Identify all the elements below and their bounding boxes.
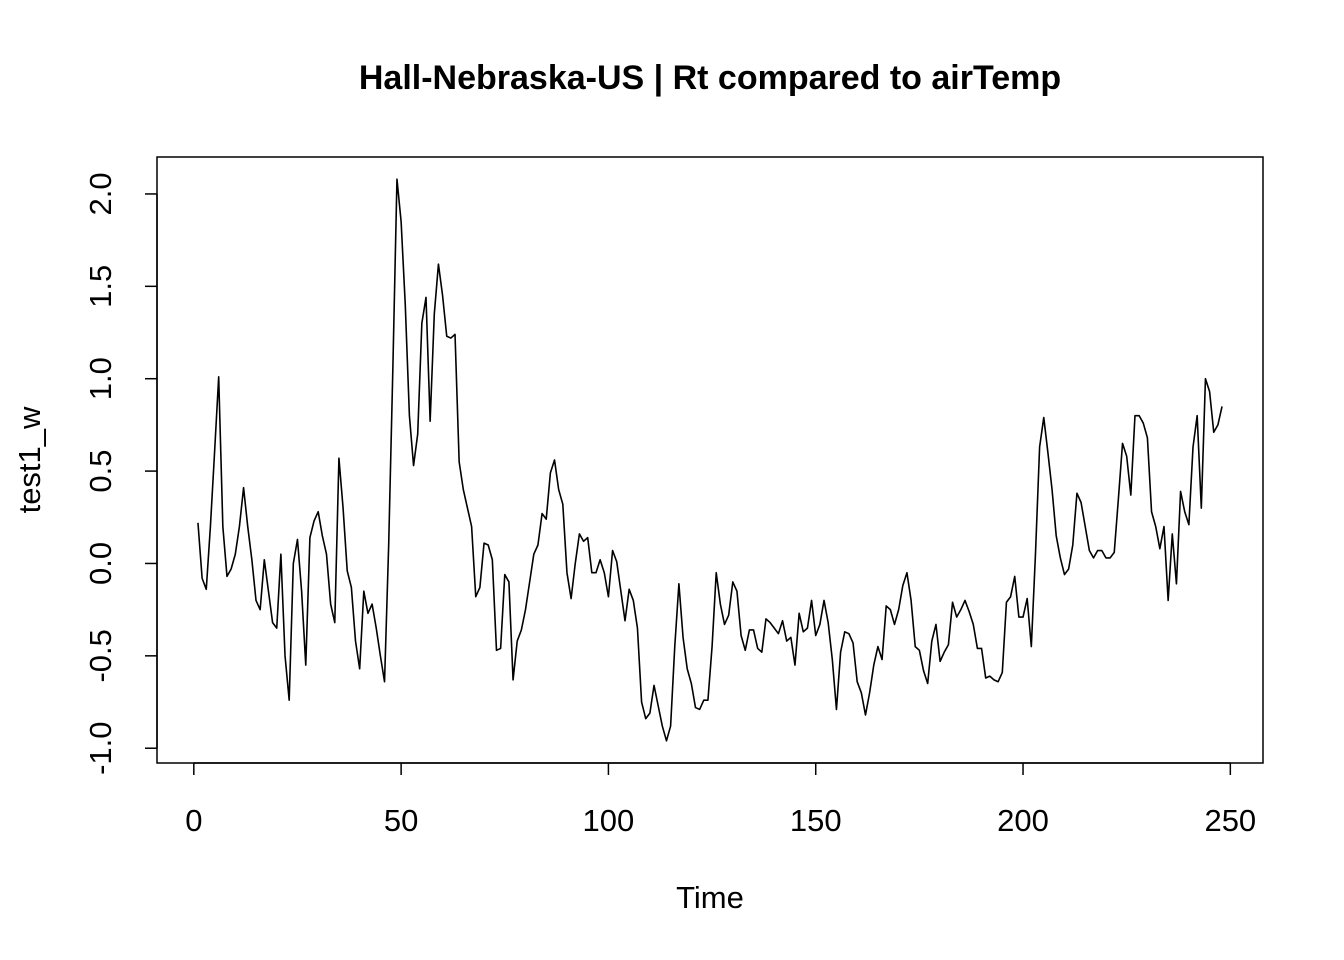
y-tick-label: 1.0 (83, 357, 118, 400)
y-tick-label: 1.5 (83, 265, 118, 308)
series-line (197, 178, 1223, 742)
chart-title: Hall-Nebraska-US | Rt compared to airTem… (359, 59, 1061, 97)
x-tick-label: 150 (790, 803, 842, 838)
x-tick-label: 50 (384, 803, 418, 838)
x-tick-label: 0 (185, 803, 202, 838)
y-tick-label: 2.0 (83, 172, 118, 215)
y-tick-label: -0.5 (83, 629, 118, 682)
y-tick-label: -1.0 (83, 722, 118, 775)
x-tick-label: 200 (997, 803, 1049, 838)
y-tick-label: 0.0 (83, 542, 118, 585)
x-tick-label: 100 (583, 803, 635, 838)
x-tick-label: 250 (1204, 803, 1256, 838)
y-axis-label: test1_w (12, 406, 47, 513)
x-axis-label: Time (676, 880, 744, 915)
y-tick-label: 0.5 (83, 450, 118, 493)
